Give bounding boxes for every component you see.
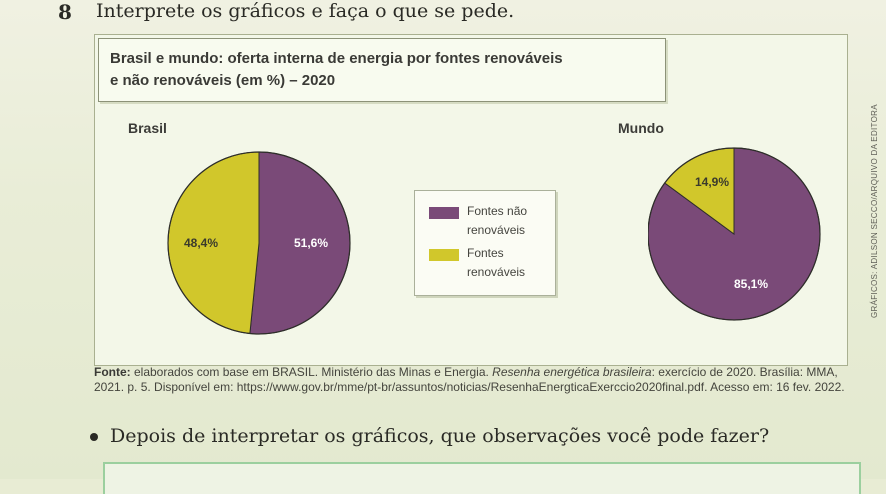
mundo-outline [648,147,821,321]
pie-chart-mundo: 85,1% 14,9% [648,147,821,321]
legend-swatch-renewable [429,249,459,261]
pie-chart-brasil: 51,6% 48,4% [167,151,351,335]
brasil-outline [167,151,351,335]
legend-label-renewable-2: renováveis [467,265,526,279]
legend-swatch-non-renewable [429,207,459,219]
question-text: Interprete os gráficos e faça o que se p… [96,0,515,22]
question-number: 8 [58,0,72,24]
source-text-a: elaborados com base em BRASIL. Ministéri… [130,365,493,379]
image-credit: GRÁFICOS: ADILSON SECCO/ARQUIVO DA EDITO… [870,104,879,318]
answer-box [103,462,861,494]
chart-title-mundo: Mundo [618,120,664,136]
chart-legend: Fontes não renováveis Fontes renováveis [414,190,556,296]
prompt-text: Depois de interpretar os gráficos, que o… [110,425,770,447]
legend-label-non-renewable-2: renováveis [467,223,526,237]
source-title: Resenha energética brasileira [492,365,652,379]
mundo-data-label-non-renewable: 85,1% [734,277,768,291]
source-note: Fonte: elaborados com base em BRASIL. Mi… [94,365,854,395]
figure-title-line-2: e não renováveis (em %) – 2020 [110,72,336,89]
figure-title-box [98,38,666,102]
chart-title-brasil: Brasil [128,120,167,136]
mundo-data-label-renewable: 14,9% [695,175,729,189]
discussion-prompt: Depois de interpretar os gráficos, que o… [90,425,769,447]
bullet-dot-icon [90,433,98,441]
source-label: Fonte: [94,365,131,379]
brasil-data-label-non-renewable: 51,6% [294,236,328,250]
legend-label-non-renewable-1: Fontes não [467,204,528,218]
figure-title-line-1: Brasil e mundo: oferta interna de energi… [110,50,563,67]
legend-label-renewable-1: Fontes [467,246,504,260]
brasil-data-label-renewable: 48,4% [184,236,218,250]
source-text-b: : exercício de 2020. Brasília: MMA, 2021… [94,365,845,394]
